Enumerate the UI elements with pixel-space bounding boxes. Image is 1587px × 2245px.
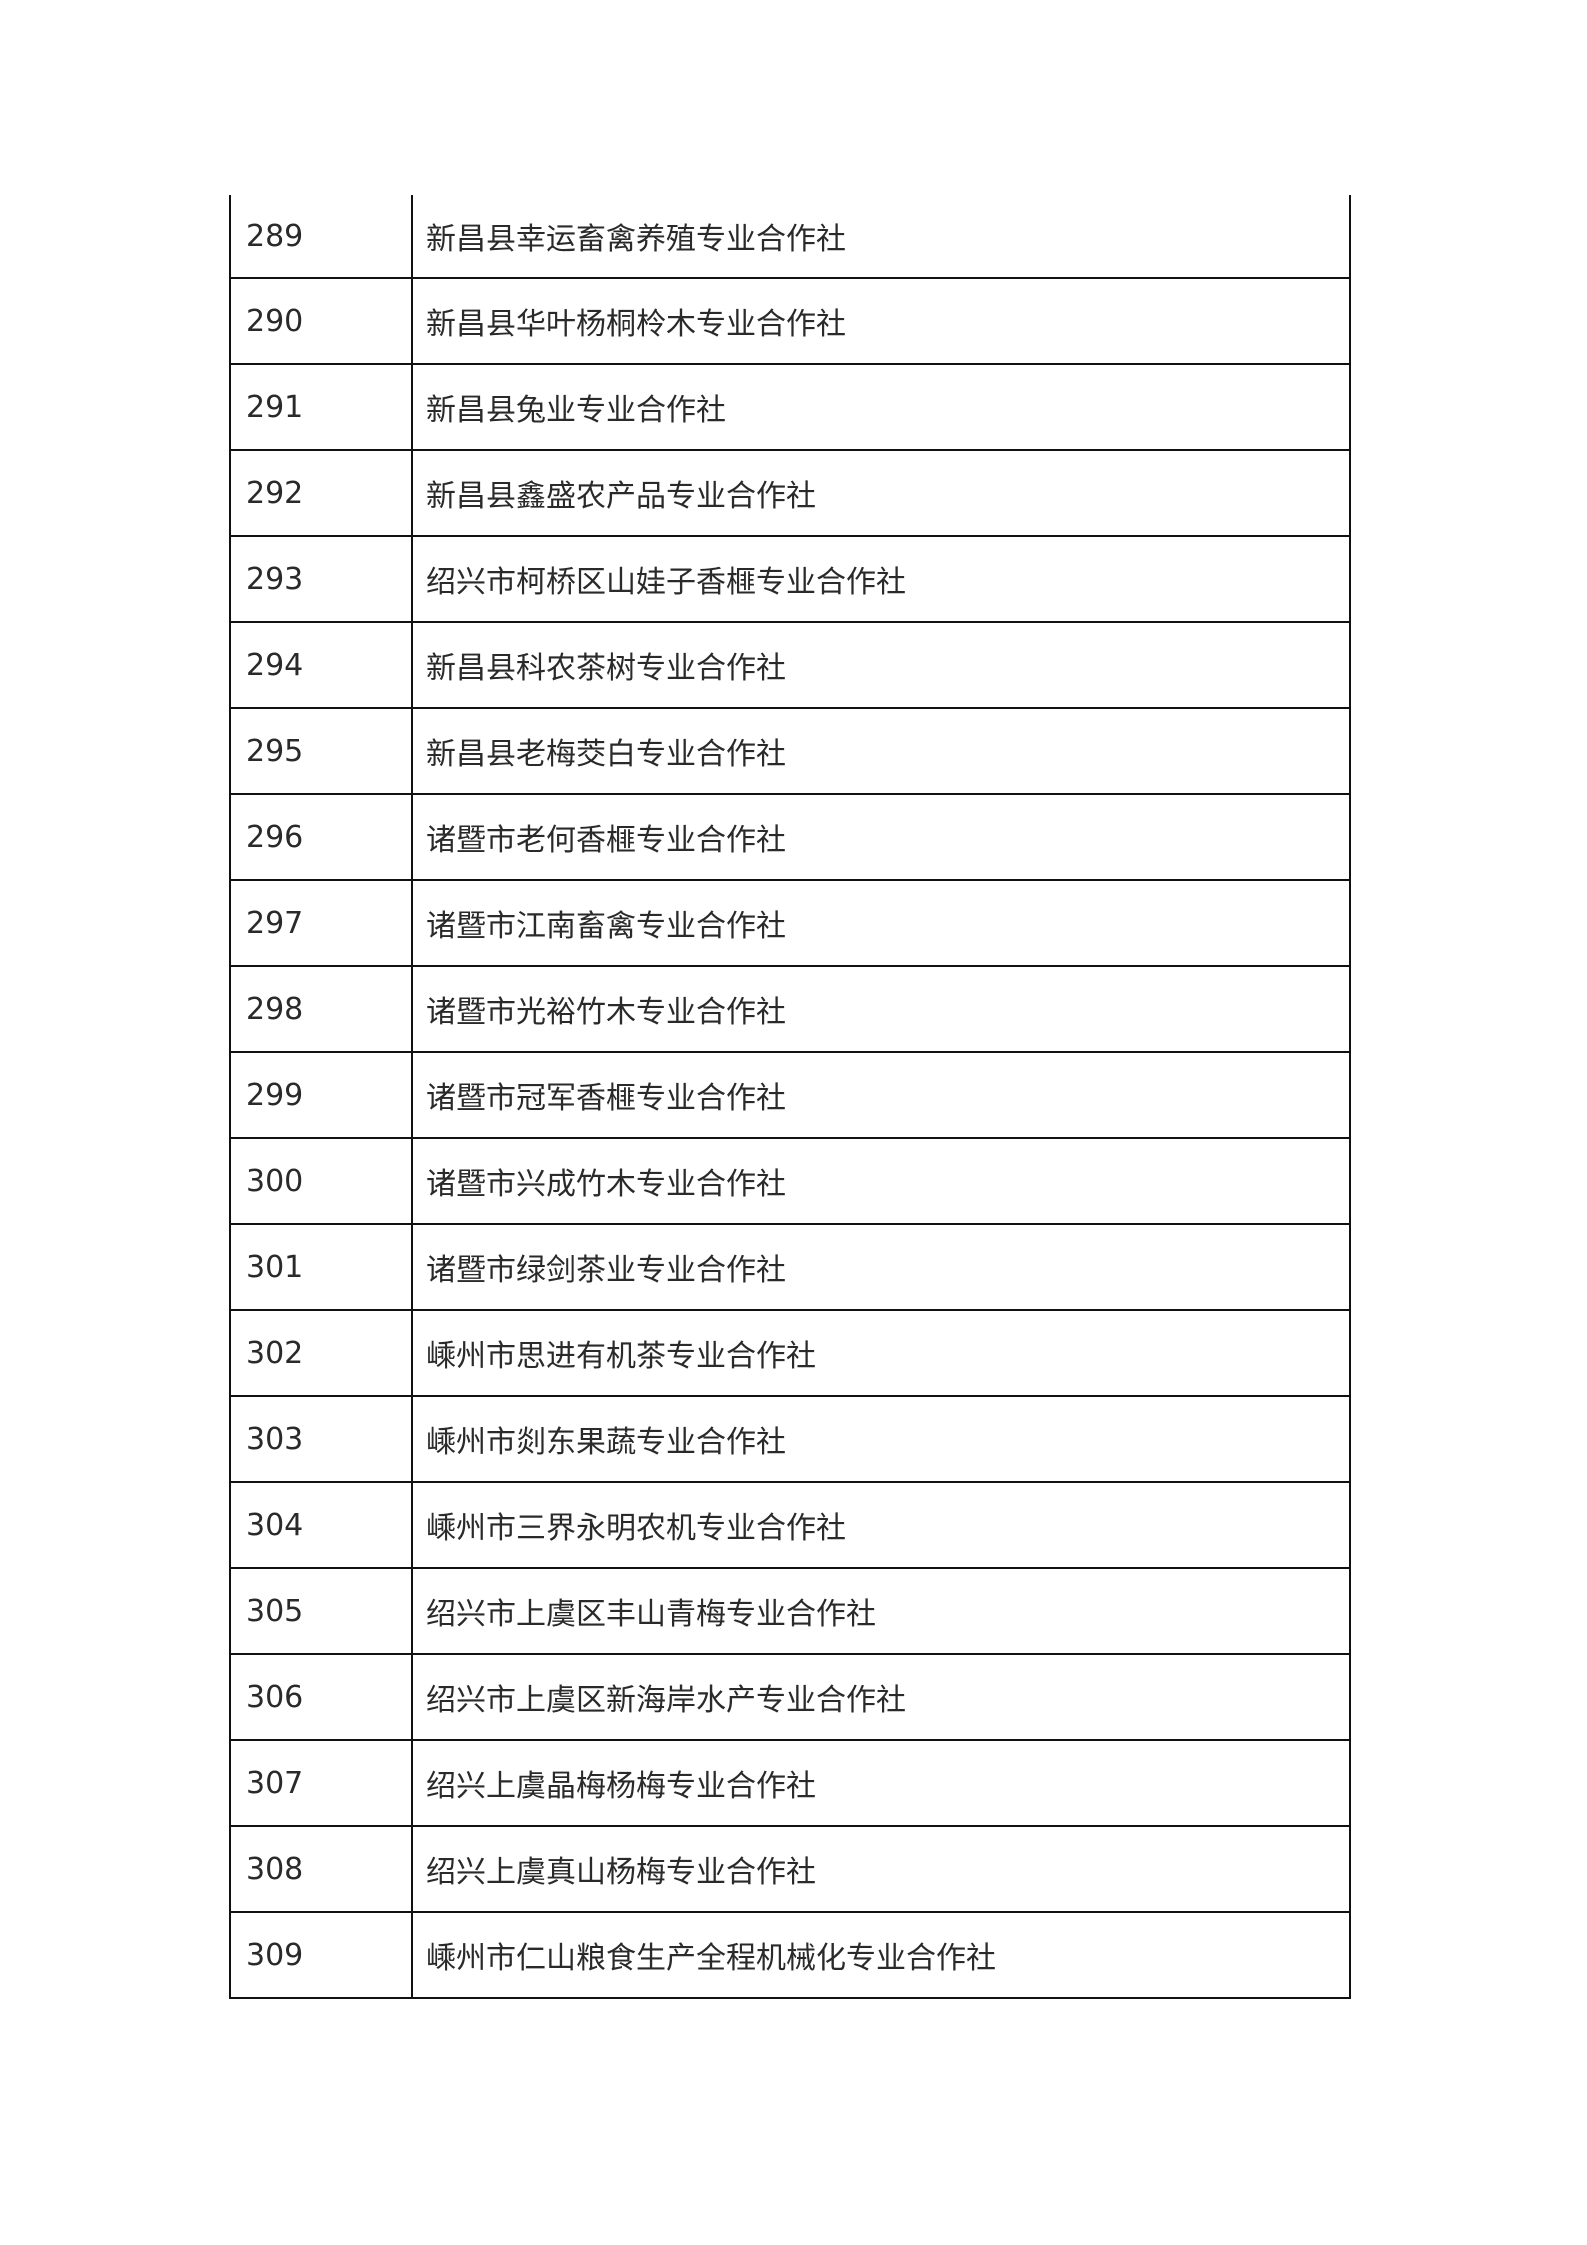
cooperative-name: 绍兴市上虞区丰山青梅专业合作社 <box>411 1567 1351 1655</box>
row-number: 301 <box>229 1223 413 1311</box>
cooperative-name: 诸暨市光裕竹木专业合作社 <box>411 965 1351 1053</box>
cooperative-name: 嵊州市仁山粮食生产全程机械化专业合作社 <box>411 1911 1351 1999</box>
cooperative-name: 绍兴市上虞区新海岸水产专业合作社 <box>411 1653 1351 1741</box>
table-row: 303 嵊州市剡东果蔬专业合作社 <box>229 1395 1351 1483</box>
table-row: 297 诸暨市江南畜禽专业合作社 <box>229 879 1351 967</box>
table-row: 301 诸暨市绿剑茶业专业合作社 <box>229 1223 1351 1311</box>
cooperative-name: 新昌县幸运畜禽养殖专业合作社 <box>411 195 1351 279</box>
cooperative-name: 新昌县鑫盛农产品专业合作社 <box>411 449 1351 537</box>
row-number: 297 <box>229 879 413 967</box>
cooperative-name: 绍兴上虞晶梅杨梅专业合作社 <box>411 1739 1351 1827</box>
table-row: 305 绍兴市上虞区丰山青梅专业合作社 <box>229 1567 1351 1655</box>
cooperative-name: 新昌县老梅茭白专业合作社 <box>411 707 1351 795</box>
table-row: 307 绍兴上虞晶梅杨梅专业合作社 <box>229 1739 1351 1827</box>
table-row: 294 新昌县科农茶树专业合作社 <box>229 621 1351 709</box>
row-number: 299 <box>229 1051 413 1139</box>
cooperative-name: 新昌县华叶杨桐柃木专业合作社 <box>411 277 1351 365</box>
row-number: 298 <box>229 965 413 1053</box>
row-number: 307 <box>229 1739 413 1827</box>
cooperative-name: 新昌县兔业专业合作社 <box>411 363 1351 451</box>
row-number: 308 <box>229 1825 413 1913</box>
table-row: 306 绍兴市上虞区新海岸水产专业合作社 <box>229 1653 1351 1741</box>
table-row: 289 新昌县幸运畜禽养殖专业合作社 <box>229 195 1351 279</box>
cooperative-name: 诸暨市兴成竹木专业合作社 <box>411 1137 1351 1225</box>
cooperative-name: 嵊州市思进有机茶专业合作社 <box>411 1309 1351 1397</box>
row-number: 293 <box>229 535 413 623</box>
row-number: 304 <box>229 1481 413 1569</box>
table-body: 289 新昌县幸运畜禽养殖专业合作社 290 新昌县华叶杨桐柃木专业合作社 291 新昌县… <box>229 195 1351 1999</box>
table-row: 292 新昌县鑫盛农产品专业合作社 <box>229 449 1351 537</box>
table-row: 302 嵊州市思进有机茶专业合作社 <box>229 1309 1351 1397</box>
table-row: 308 绍兴上虞真山杨梅专业合作社 <box>229 1825 1351 1913</box>
table-row: 299 诸暨市冠军香榧专业合作社 <box>229 1051 1351 1139</box>
row-number: 295 <box>229 707 413 795</box>
row-number: 290 <box>229 277 413 365</box>
row-number: 289 <box>229 195 413 279</box>
cooperative-list-table: 289 新昌县幸运畜禽养殖专业合作社 290 新昌县华叶杨桐柃木专业合作社 291 新昌县… <box>229 195 1351 1999</box>
table-row: 298 诸暨市光裕竹木专业合作社 <box>229 965 1351 1053</box>
row-number: 294 <box>229 621 413 709</box>
cooperative-name: 嵊州市三界永明农机专业合作社 <box>411 1481 1351 1569</box>
table-row: 309 嵊州市仁山粮食生产全程机械化专业合作社 <box>229 1911 1351 1999</box>
row-number: 292 <box>229 449 413 537</box>
row-number: 303 <box>229 1395 413 1483</box>
row-number: 291 <box>229 363 413 451</box>
cooperative-name: 诸暨市冠军香榧专业合作社 <box>411 1051 1351 1139</box>
table-row: 293 绍兴市柯桥区山娃子香榧专业合作社 <box>229 535 1351 623</box>
row-number: 300 <box>229 1137 413 1225</box>
table-row: 304 嵊州市三界永明农机专业合作社 <box>229 1481 1351 1569</box>
table-row: 290 新昌县华叶杨桐柃木专业合作社 <box>229 277 1351 365</box>
table-row: 295 新昌县老梅茭白专业合作社 <box>229 707 1351 795</box>
cooperative-name: 新昌县科农茶树专业合作社 <box>411 621 1351 709</box>
row-number: 302 <box>229 1309 413 1397</box>
cooperative-name: 绍兴上虞真山杨梅专业合作社 <box>411 1825 1351 1913</box>
row-number: 296 <box>229 793 413 881</box>
row-number: 309 <box>229 1911 413 1999</box>
row-number: 306 <box>229 1653 413 1741</box>
table-row: 296 诸暨市老何香榧专业合作社 <box>229 793 1351 881</box>
cooperative-name: 诸暨市老何香榧专业合作社 <box>411 793 1351 881</box>
cooperative-name: 绍兴市柯桥区山娃子香榧专业合作社 <box>411 535 1351 623</box>
table-row: 300 诸暨市兴成竹木专业合作社 <box>229 1137 1351 1225</box>
cooperative-name: 诸暨市江南畜禽专业合作社 <box>411 879 1351 967</box>
cooperative-name: 诸暨市绿剑茶业专业合作社 <box>411 1223 1351 1311</box>
row-number: 305 <box>229 1567 413 1655</box>
cooperative-name: 嵊州市剡东果蔬专业合作社 <box>411 1395 1351 1483</box>
table-row: 291 新昌县兔业专业合作社 <box>229 363 1351 451</box>
